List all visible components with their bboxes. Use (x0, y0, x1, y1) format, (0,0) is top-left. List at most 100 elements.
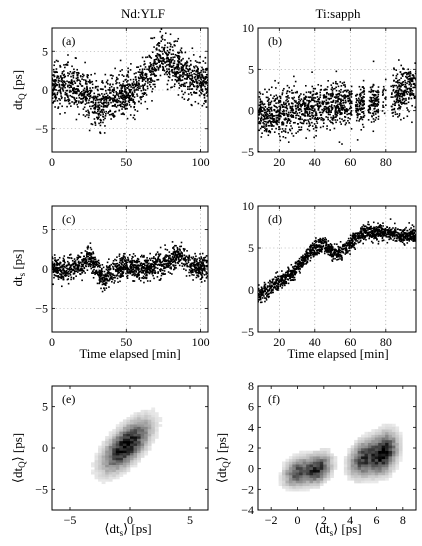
data-point (296, 106, 299, 109)
data-point (160, 28, 163, 30)
data-point (91, 83, 94, 86)
data-point (77, 257, 79, 260)
data-point (259, 103, 262, 106)
data-point (330, 105, 333, 108)
data-point (323, 252, 326, 255)
data-point (327, 107, 329, 109)
data-point (330, 93, 332, 95)
data-point (206, 264, 208, 267)
data-point (289, 115, 292, 117)
data-point (129, 84, 131, 87)
data-point (121, 268, 124, 271)
data-point (182, 84, 185, 87)
data-point (84, 265, 87, 267)
data-point (300, 93, 302, 95)
data-point (99, 118, 102, 121)
data-point (190, 63, 192, 66)
data-point (190, 71, 192, 74)
data-point (132, 273, 135, 276)
data-point (52, 68, 55, 71)
data-point (265, 130, 268, 133)
data-point (263, 109, 266, 111)
data-point (79, 268, 82, 270)
data-point (173, 56, 176, 58)
data-point (306, 107, 309, 110)
data-point (86, 256, 88, 258)
data-point (87, 81, 90, 83)
data-point (78, 97, 81, 99)
data-point (84, 83, 87, 85)
data-point (136, 93, 138, 96)
data-point (194, 267, 197, 270)
data-point (147, 82, 149, 84)
data-point (285, 125, 288, 127)
data-point (87, 253, 90, 255)
data-point (126, 96, 129, 99)
data-point (136, 268, 139, 270)
data-point (164, 248, 167, 251)
data-point (362, 107, 364, 110)
data-point (136, 264, 139, 267)
data-point (315, 237, 317, 239)
data-point (93, 92, 96, 95)
data-point (58, 98, 60, 100)
data-point (278, 95, 281, 98)
data-point (135, 271, 137, 273)
data-point (170, 56, 172, 59)
data-point (133, 83, 136, 85)
data-point (263, 120, 266, 123)
data-point (95, 260, 98, 263)
data-point (189, 78, 192, 80)
data-point (263, 103, 266, 105)
data-point (291, 111, 294, 113)
data-point (342, 101, 345, 104)
data-point (327, 116, 329, 119)
data-point (167, 260, 170, 263)
data-point (163, 270, 166, 272)
data-point (328, 105, 331, 108)
data-point (165, 262, 167, 265)
data-point (76, 74, 79, 76)
data-point (400, 89, 402, 92)
data-point (156, 53, 159, 55)
data-point (355, 242, 357, 245)
data-point (89, 242, 92, 244)
data-point (107, 101, 110, 104)
data-point (182, 83, 185, 86)
data-point (287, 115, 289, 118)
data-point (200, 256, 203, 258)
data-point (363, 227, 366, 230)
data-point (335, 106, 337, 108)
data-point (323, 94, 326, 96)
data-point (92, 102, 95, 104)
data-point (313, 123, 316, 125)
data-point (70, 276, 73, 279)
data-point (262, 106, 264, 109)
data-point (357, 99, 359, 102)
data-point (399, 240, 402, 243)
data-point (339, 258, 341, 260)
data-point (311, 97, 313, 99)
data-point (135, 78, 137, 81)
data-point (327, 111, 330, 114)
data-point (341, 95, 344, 98)
data-point (151, 271, 154, 274)
data-point (301, 122, 304, 125)
data-point (194, 73, 197, 76)
data-point (55, 270, 58, 272)
data-point (67, 54, 69, 56)
data-point (360, 107, 363, 109)
data-point (141, 73, 144, 75)
data-point (132, 100, 135, 102)
data-point (92, 264, 95, 267)
data-point (265, 123, 268, 125)
data-point (102, 105, 105, 108)
data-point (53, 96, 56, 98)
data-point (110, 272, 112, 274)
data-point (397, 81, 399, 84)
data-point (272, 288, 274, 291)
data-point (188, 72, 191, 75)
data-point (275, 106, 277, 108)
data-point (155, 266, 157, 269)
data-point (62, 88, 64, 91)
